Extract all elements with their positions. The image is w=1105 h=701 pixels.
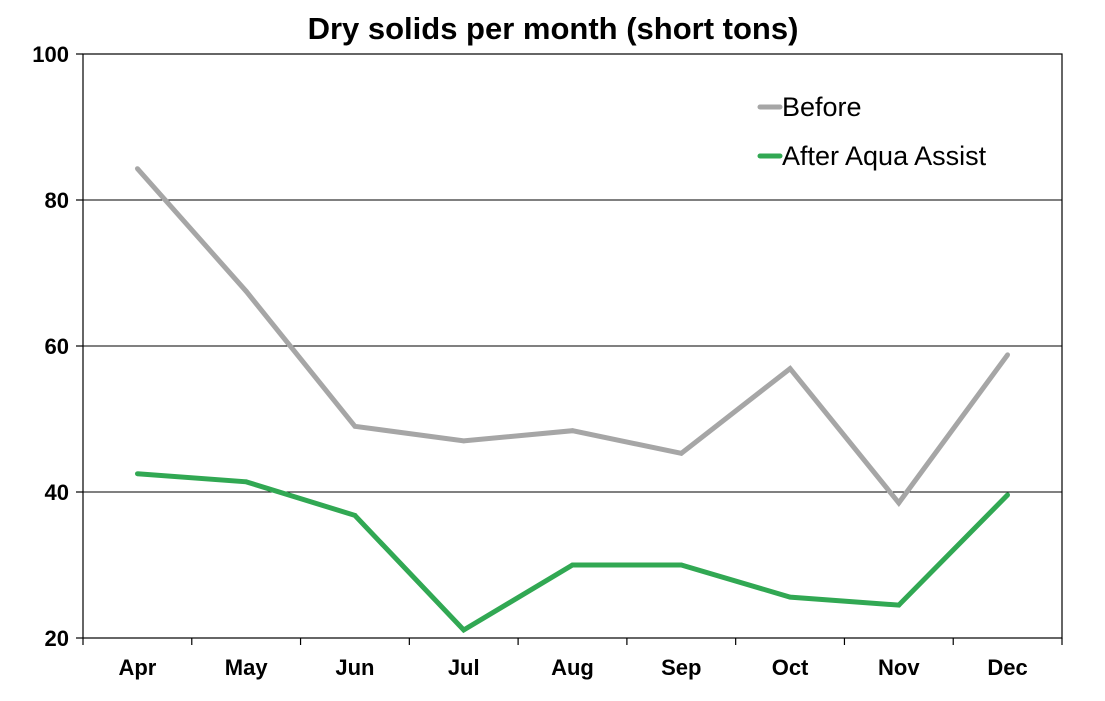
data-point-before-aug	[570, 428, 575, 434]
series-line-before	[135, 166, 1010, 507]
ytick-label-20: 20	[45, 626, 69, 651]
gridlines	[83, 199, 1062, 493]
legend: Before After Aqua Assist	[757, 92, 987, 171]
series	[134, 166, 1011, 634]
data-point-after-aqua-assist-jul	[461, 627, 467, 633]
xtick-label-jun: Jun	[335, 655, 374, 680]
ytick-label-100: 100	[32, 42, 69, 67]
ytick-label-80: 80	[45, 188, 69, 213]
ytick-label-40: 40	[45, 480, 69, 505]
xtick-label-jul: Jul	[448, 655, 480, 680]
xtick-label-sep: Sep	[661, 655, 701, 680]
xtick-label-apr: Apr	[118, 655, 156, 680]
series-line-after-aqua-assist	[137, 471, 1010, 634]
data-point-before-oct	[787, 366, 793, 372]
data-point-before-sep	[678, 450, 684, 456]
data-point-before-may	[243, 288, 249, 294]
series-after-aqua-assist	[134, 471, 1011, 634]
data-point-before-dec	[1005, 352, 1011, 358]
ytick-label-60: 60	[45, 334, 69, 359]
data-point-before-jul	[461, 438, 467, 444]
xtick-label-nov: Nov	[878, 655, 920, 680]
data-point-before-jun	[352, 423, 358, 429]
y-axis: 20 40 60 80 100	[32, 42, 83, 651]
data-point-after-aqua-assist-nov	[896, 602, 902, 608]
xtick-label-aug: Aug	[551, 655, 594, 680]
legend-label-before: Before	[782, 92, 862, 122]
data-point-after-aqua-assist-apr	[134, 471, 140, 477]
data-point-after-aqua-assist-may	[243, 479, 249, 485]
data-point-after-aqua-assist-dec	[1005, 492, 1011, 498]
series-before	[134, 166, 1011, 507]
xtick-label-oct: Oct	[772, 655, 809, 680]
chart-title: Dry solids per month (short tons)	[308, 11, 799, 46]
data-point-after-aqua-assist-sep	[678, 562, 684, 568]
data-point-after-aqua-assist-oct	[787, 594, 793, 600]
data-point-before-nov	[896, 500, 902, 506]
data-point-before-apr	[134, 166, 140, 172]
x-axis: Apr May Jun Jul Aug Sep Oct Nov Dec	[82, 638, 1063, 680]
legend-label-after-aqua-assist: After Aqua Assist	[782, 141, 987, 171]
data-point-after-aqua-assist-aug	[570, 562, 575, 568]
xtick-label-dec: Dec	[987, 655, 1027, 680]
data-point-after-aqua-assist-jun	[352, 512, 358, 518]
xtick-label-may: May	[225, 655, 269, 680]
